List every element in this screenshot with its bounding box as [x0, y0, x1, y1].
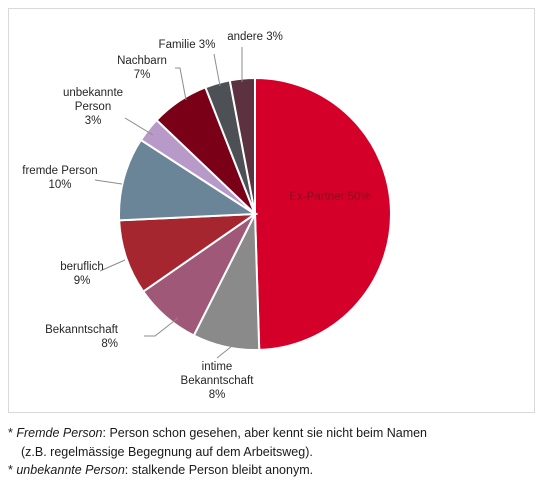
slice-label-andere: andere 3%	[227, 31, 283, 43]
slice-label-beruflich: beruflich 9%	[60, 261, 103, 287]
slice-label-fremde-person: fremde Person 10%	[22, 165, 97, 191]
leader-line	[175, 67, 187, 101]
footnote-unbekannte-person: * unbekannte Person: stalkende Person bl…	[8, 461, 528, 480]
footnote-term: Fremde Person	[16, 426, 103, 440]
leader-line	[216, 345, 233, 359]
leader-line	[124, 117, 154, 136]
footnote-term: unbekannte Person	[16, 463, 125, 477]
leader-line	[213, 53, 221, 87]
pie-slice-fremde-person	[118, 138, 259, 222]
leader-line	[94, 179, 123, 185]
slice-label-unbekannte-person: unbekannte Person 3%	[63, 87, 123, 127]
footnote-marker: *	[8, 463, 13, 477]
slice-label-intime-bekanntschaft: intime Bekanntschaft 8%	[181, 361, 255, 401]
pie-chart: Ex-Partner 50% intime Bekanntschaft 8% Bekan…	[22, 31, 392, 401]
footnote-fremde-person: * Fremde Person: Person schon gesehen, a…	[8, 424, 528, 462]
footnote-text-line2: (z.B. regelmässige Begegnung auf dem Arb…	[21, 445, 313, 459]
leader-line	[99, 259, 126, 272]
footnote-marker: *	[8, 426, 13, 440]
footnote-text: : stalkende Person bleibt anonym.	[124, 463, 314, 477]
footnote-text: : Person schon gesehen, aber kennt sie n…	[102, 426, 428, 440]
leader-line	[144, 317, 179, 337]
slice-label-familie: Familie 3%	[159, 39, 216, 51]
pie-slice-ex-partner	[254, 76, 392, 351]
slice-label-bekanntschaft: Bekanntschaft 8%	[45, 324, 119, 350]
slice-label-nachbarn: Nachbarn 7%	[117, 55, 167, 81]
slice-label-ex-partner: Ex-Partner 50%	[289, 191, 370, 203]
